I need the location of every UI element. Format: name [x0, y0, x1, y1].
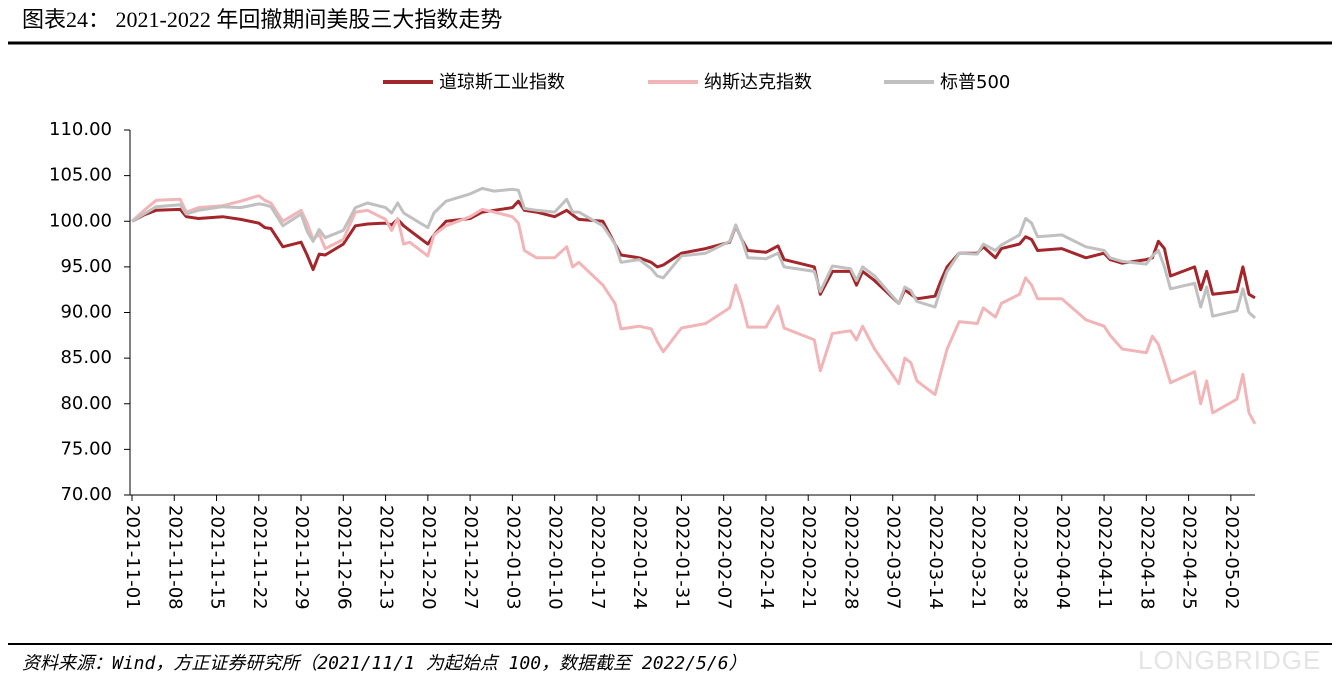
- x-tick-label: 2022-02-14: [756, 505, 777, 610]
- x-tick-label: 2021-12-20: [418, 505, 439, 610]
- y-tick-label: 105.00: [49, 165, 112, 186]
- x-tick-label: 2022-03-21: [967, 505, 988, 610]
- x-tick-label: 2021-11-15: [207, 505, 228, 610]
- watermark: LONGBRIDGE: [1138, 645, 1321, 675]
- x-tick-label: 2022-03-14: [925, 505, 946, 610]
- legend-label: 纳斯达克指数: [704, 72, 812, 93]
- x-tick-label: 2022-02-21: [798, 505, 819, 610]
- y-tick-label: 85.00: [60, 347, 112, 368]
- x-tick-label: 2022-01-03: [502, 505, 523, 610]
- y-tick-label: 70.00: [60, 484, 112, 505]
- x-tick-label: 2022-01-10: [545, 505, 566, 610]
- x-tick-label: 2021-11-29: [291, 505, 312, 610]
- x-tick-label: 2022-02-07: [714, 505, 735, 610]
- x-tick-label: 2022-03-07: [883, 505, 904, 610]
- y-tick-label: 75.00: [60, 438, 112, 459]
- legend-label: 标普500: [940, 72, 1010, 93]
- x-tick-label: 2022-04-11: [1094, 505, 1115, 610]
- legend-label: 道琼斯工业指数: [439, 72, 565, 93]
- x-tick-label: 2022-03-28: [1010, 505, 1031, 610]
- y-tick-label: 90.00: [60, 302, 112, 323]
- x-tick-label: 2022-04-04: [1052, 505, 1073, 610]
- x-tick-label: 2022-02-28: [840, 505, 861, 610]
- chart-title: 图表24： 2021-2022 年回撤期间美股三大指数走势: [22, 7, 502, 32]
- y-tick-label: 100.00: [49, 210, 112, 231]
- x-tick-label: 2021-12-27: [460, 505, 481, 610]
- x-tick-label: 2021-12-06: [333, 505, 354, 610]
- series-line: [130, 194, 1257, 425]
- series-line: [131, 186, 1257, 320]
- x-tick-label: 2021-11-08: [164, 505, 185, 610]
- x-tick-label: 2022-01-24: [629, 505, 650, 610]
- x-tick-label: 2021-11-22: [249, 505, 270, 610]
- series-line: [131, 199, 1256, 305]
- x-tick-label: 2022-04-18: [1136, 505, 1157, 610]
- y-tick-label: 95.00: [60, 256, 112, 277]
- source-note: 资料来源：Wind，方正证券研究所（2021/11/1 为起始点 100，数据截…: [22, 653, 747, 674]
- y-tick-label: 80.00: [60, 393, 112, 414]
- x-tick-label: 2022-04-25: [1179, 505, 1200, 610]
- y-tick-label: 110.00: [49, 119, 112, 140]
- x-tick-label: 2022-01-17: [587, 505, 608, 610]
- x-tick-label: 2022-01-31: [671, 505, 692, 610]
- x-tick-label: 2021-12-13: [376, 505, 397, 610]
- x-tick-label: 2022-05-02: [1221, 505, 1242, 610]
- x-tick-label: 2021-11-01: [122, 505, 143, 610]
